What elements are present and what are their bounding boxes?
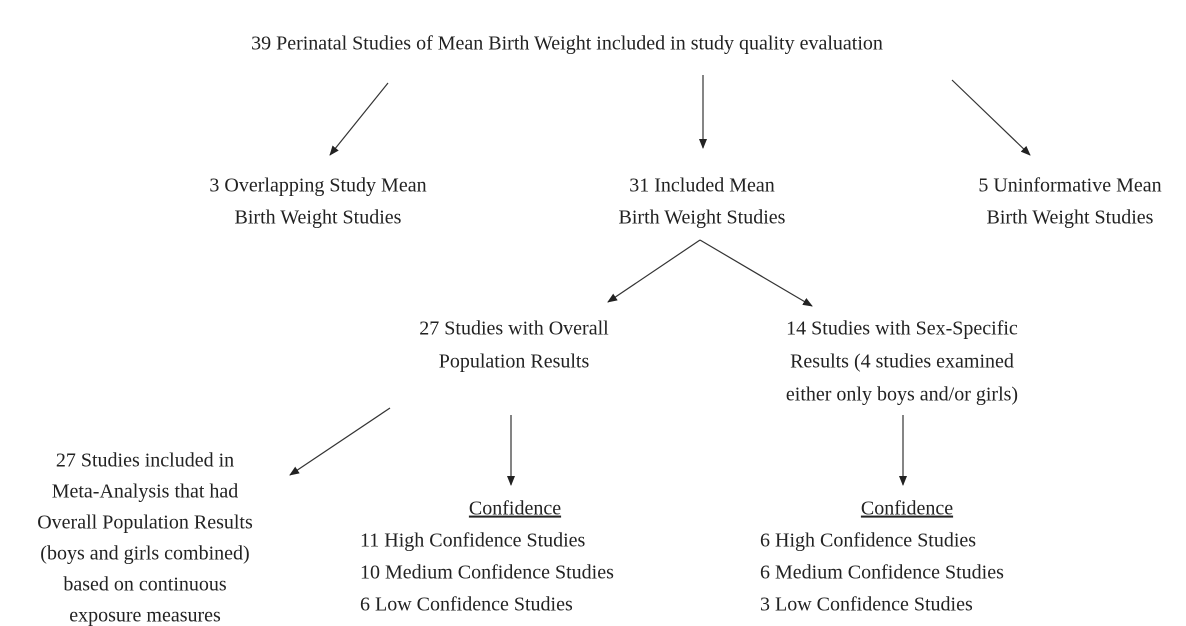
node-label: 5 Uninformative Mean (978, 175, 1161, 197)
node-heading: Confidence (469, 498, 561, 520)
arrow (699, 239, 813, 307)
node-label: Overall Population Results (37, 512, 253, 534)
node-label: (boys and girls combined) (40, 543, 249, 565)
node-label: Results (4 studies examined (790, 351, 1014, 373)
arrow (289, 407, 391, 476)
node-label: Birth Weight Studies (987, 207, 1154, 229)
node-label: Population Results (439, 351, 590, 373)
node-label: Birth Weight Studies (235, 207, 402, 229)
arrows (289, 75, 1031, 486)
node-label: Birth Weight Studies (619, 207, 786, 229)
arrow (951, 79, 1031, 156)
node-label: 3 Low Confidence Studies (760, 594, 973, 616)
node-label: 6 Low Confidence Studies (360, 594, 573, 616)
node-label: Meta-Analysis that had (52, 481, 239, 503)
node-heading: Confidence (861, 498, 953, 520)
arrow (329, 82, 389, 156)
node-label: 39 Perinatal Studies of Mean Birth Weigh… (251, 33, 883, 55)
node-label: based on continuous (63, 574, 227, 596)
node-label: 31 Included Mean (629, 175, 775, 197)
node-label: 10 Medium Confidence Studies (360, 562, 614, 584)
node-label: 3 Overlapping Study Mean (209, 175, 426, 197)
node-label: 27 Studies with Overall (419, 318, 609, 340)
node-label: 27 Studies included in (56, 450, 234, 472)
node-label: exposure measures (69, 605, 221, 626)
node-label: either only boys and/or girls) (786, 384, 1018, 406)
node-label: 6 Medium Confidence Studies (760, 562, 1004, 584)
arrow (607, 239, 701, 303)
node-label: 6 High Confidence Studies (760, 530, 976, 552)
node-label: 14 Studies with Sex-Specific (786, 318, 1018, 340)
node-label: 11 High Confidence Studies (360, 530, 586, 552)
